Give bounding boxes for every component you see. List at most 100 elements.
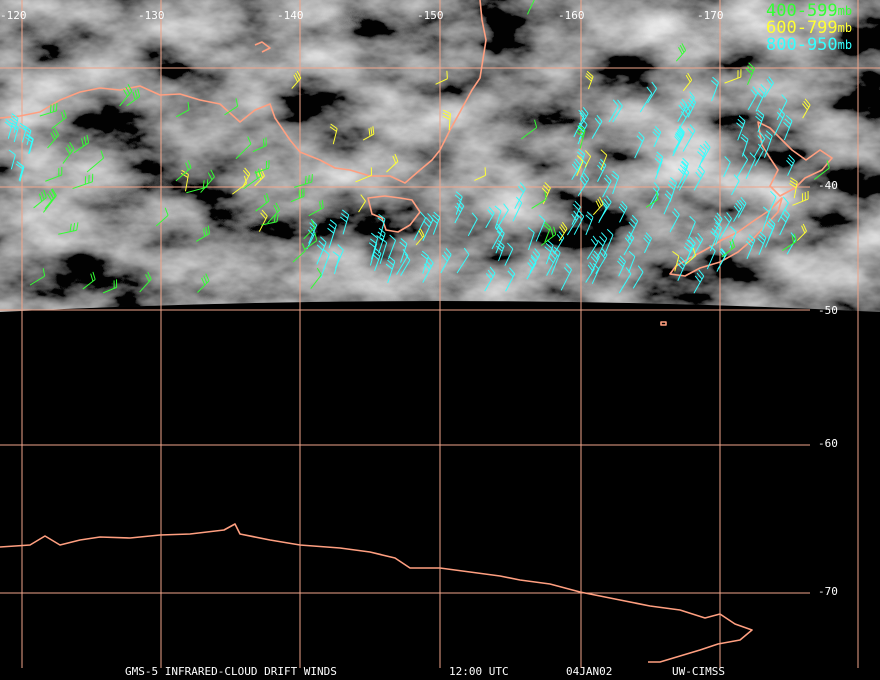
wind-barb	[649, 182, 660, 206]
wind-barb	[634, 131, 645, 159]
lon-label: -120	[0, 9, 27, 22]
wind-barb	[254, 160, 270, 174]
wind-barb	[745, 62, 755, 85]
legend: 400-599mb 600-799mb 800-950mb	[766, 1, 852, 55]
wind-barb	[126, 88, 141, 107]
wind-barb	[47, 127, 59, 149]
coastlines	[0, 0, 833, 663]
wind-barb	[608, 99, 619, 123]
wind-barb	[577, 172, 590, 197]
wind-barb	[576, 155, 584, 176]
legend-unit: mb	[838, 4, 852, 18]
wind-barbs	[4, 0, 830, 294]
wind-barb	[690, 232, 704, 261]
footer: GMS-5 INFRARED-CLOUD DRIFT WINDS 12:00 U…	[125, 665, 725, 678]
legend-range: 400-599	[766, 1, 838, 21]
wind-barb	[618, 200, 628, 223]
footer-time: 12:00 UTC	[449, 665, 509, 678]
australia-coast	[0, 0, 487, 184]
wind-barb	[442, 109, 451, 131]
wind-barb	[531, 191, 547, 209]
wind-barb	[683, 239, 694, 265]
wind-barb	[813, 160, 830, 180]
wind-barb	[175, 101, 190, 118]
wind-barb	[591, 114, 603, 139]
wind-barb	[736, 152, 749, 179]
wind-barb	[678, 104, 691, 130]
wind-barb	[757, 231, 767, 255]
wind-barb	[719, 212, 733, 240]
wind-barb	[592, 196, 604, 216]
island	[660, 321, 667, 326]
wind-barb	[102, 279, 118, 294]
legend-range: 600-799	[766, 18, 838, 38]
wind-barb	[454, 191, 463, 215]
wind-barb	[362, 126, 375, 141]
legend-item: 600-799mb	[766, 18, 852, 38]
wind-barb	[387, 234, 397, 260]
legend-item: 800-950mb	[766, 35, 852, 55]
wind-barb	[663, 190, 673, 215]
wind-barb	[310, 267, 322, 289]
wind-barb	[693, 269, 705, 294]
latitude-labels: -40 -50 -60 -70	[818, 179, 838, 598]
wind-barb	[612, 99, 623, 123]
lat-label: -60	[818, 437, 838, 450]
wind-barb	[543, 221, 551, 243]
wind-barb	[294, 174, 313, 188]
wind-barb	[737, 197, 747, 218]
wind-barb	[45, 167, 63, 182]
wind-barb	[628, 250, 636, 273]
wind-barb	[440, 247, 452, 274]
wind-barb	[669, 208, 680, 233]
wind-barb	[9, 113, 19, 133]
wind-barb	[597, 158, 607, 182]
wind-barb	[224, 98, 239, 116]
wind-barb	[290, 188, 305, 203]
wind-barb	[753, 131, 766, 157]
wind-barb	[566, 210, 579, 236]
wind-barb	[44, 188, 56, 210]
wind-barb	[786, 154, 795, 176]
wind-barb	[747, 86, 759, 110]
lon-label: -130	[138, 9, 165, 22]
wind-barb	[584, 150, 592, 168]
wind-barb	[19, 122, 27, 143]
wind-barb	[200, 169, 215, 193]
wind-barb	[745, 152, 756, 180]
wind-barb	[540, 226, 557, 246]
wind-barb	[254, 168, 265, 187]
wind-barb	[721, 239, 736, 258]
wind-barb	[766, 218, 776, 240]
wind-barb	[17, 161, 25, 182]
wind-barb	[693, 165, 705, 191]
wind-barb	[639, 86, 653, 113]
wind-barb	[558, 221, 568, 242]
wind-barb	[495, 240, 505, 262]
wind-barb	[370, 232, 379, 260]
wind-barb	[672, 250, 680, 272]
wind-barb	[618, 267, 632, 294]
wind-barb	[420, 250, 429, 274]
wind-barb	[783, 115, 793, 141]
wind-barb	[484, 266, 496, 292]
wind-barb	[632, 265, 644, 289]
wind-barb	[796, 223, 807, 241]
wind-barb	[235, 136, 252, 160]
wind-barb	[474, 167, 487, 181]
wind-barb	[529, 248, 541, 273]
wind-barb	[673, 125, 685, 151]
wind-barb	[544, 239, 554, 265]
wind-barb	[261, 213, 279, 226]
wind-barb	[623, 231, 635, 256]
new-zealand-north	[757, 121, 833, 197]
wind-barb	[591, 263, 600, 285]
wind-barb	[43, 188, 57, 213]
wind-barb	[385, 255, 396, 284]
wind-barb	[745, 234, 756, 259]
wind-barb	[560, 263, 573, 291]
wind-barb	[724, 69, 742, 84]
wind-barb	[82, 271, 96, 290]
footer-credit: UW-CIMSS	[672, 665, 725, 678]
wind-barb	[396, 249, 409, 275]
